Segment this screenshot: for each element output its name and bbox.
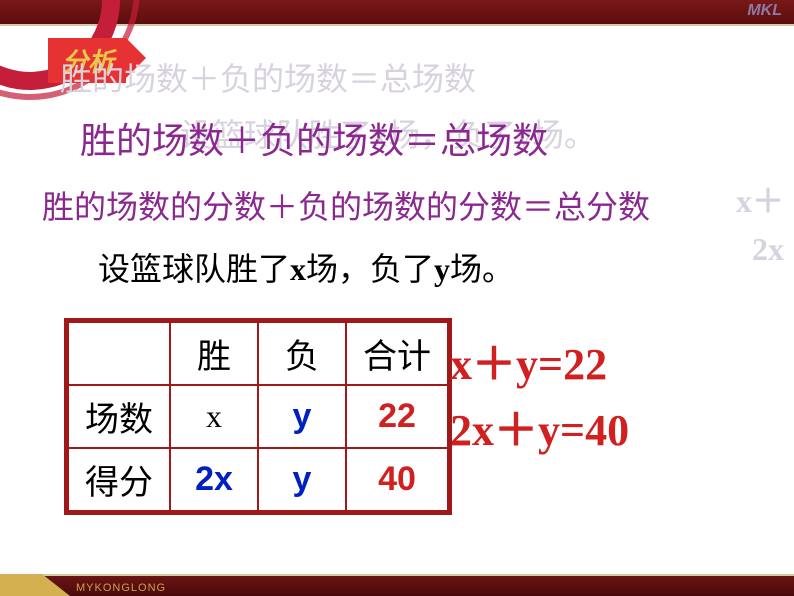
shadow-text-layer: 胜的场数＋负的场数＝总场数 设篮球队胜了x场，负了y场。 x＋ 2x xyxy=(60,55,784,273)
var-x: x xyxy=(290,251,306,287)
system-equations: x＋y=22 2x＋y=40 xyxy=(450,332,629,464)
eq1-rest: y=22 xyxy=(516,340,607,389)
cell-score-total: 40 xyxy=(346,448,448,511)
equation-text-2: 胜的场数的分数＋负的场数的分数＝总分数 xyxy=(42,182,650,228)
bottom-swoosh xyxy=(0,574,70,596)
setup-mid: 场，负了 xyxy=(306,251,434,287)
data-table-wrap: 胜 负 合计 场数 x y 22 得分 2x y 40 xyxy=(64,318,452,515)
eq1-x: x xyxy=(450,340,472,389)
row-label-games: 场数 xyxy=(68,385,170,448)
footer-brand: MYKONGLONG xyxy=(76,582,166,594)
cell-score-lose: y xyxy=(258,448,346,511)
analysis-tag: 分析 xyxy=(48,38,126,83)
row-label-score: 得分 xyxy=(68,448,170,511)
table-header-row: 胜 负 合计 xyxy=(68,322,448,385)
data-table: 胜 负 合计 场数 x y 22 得分 2x y 40 xyxy=(67,321,449,512)
table-row-score: 得分 2x y 40 xyxy=(68,448,448,511)
shadow-line1: 胜的场数＋负的场数＝总场数 xyxy=(60,55,784,103)
cell-score-win: 2x xyxy=(170,448,258,511)
eq2-plus: ＋ xyxy=(494,406,538,455)
th-empty xyxy=(68,322,170,385)
setup-text: 设篮球队胜了x场，负了y场。 xyxy=(98,244,514,290)
cell-games-total: 22 xyxy=(346,385,448,448)
equation-2: 2x＋y=40 xyxy=(450,398,629,464)
var-y: y xyxy=(434,251,450,287)
eq2-rest: y=40 xyxy=(538,406,629,455)
equation-text-1: 胜的场数＋负的场数＝总场数 xyxy=(80,112,548,164)
th-lose: 负 xyxy=(258,322,346,385)
cell-games-win: x xyxy=(170,385,258,448)
th-total: 合计 xyxy=(346,322,448,385)
logo-mkl: MKL xyxy=(747,2,782,20)
bottom-bar: MYKONGLONG xyxy=(0,574,794,596)
cell-games-lose: y xyxy=(258,385,346,448)
eq1-plus: ＋ xyxy=(472,340,516,389)
table-row-games: 场数 x y 22 xyxy=(68,385,448,448)
setup-post: 场。 xyxy=(450,251,514,287)
th-win: 胜 xyxy=(170,322,258,385)
setup-pre: 设篮球队胜了 xyxy=(98,251,290,287)
equation-1: x＋y=22 xyxy=(450,332,629,398)
eq2-x: 2x xyxy=(450,406,494,455)
tag-label: 分析 xyxy=(62,48,114,77)
